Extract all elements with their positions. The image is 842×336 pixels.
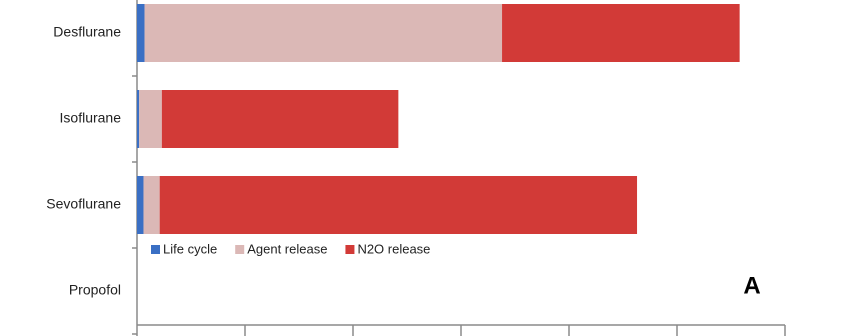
y-tick-label: Isoflurane [60,110,122,126]
y-tick-label: Desflurane [53,24,121,40]
bar-segment [502,4,740,62]
legend-label: N2O release [357,241,430,256]
legend-swatch [345,245,355,254]
y-tick-label: Propofol [69,282,121,298]
panel-label: A [743,272,760,299]
y-tick-label: Sevoflurane [46,196,121,212]
legend-label: Life cycle [163,241,217,256]
legend-swatch [151,245,160,254]
legend-swatch [235,245,245,254]
bar-segment [159,176,638,234]
bar-segment [143,176,160,234]
legend-label: Agent release [247,241,327,256]
bar-segment [144,4,503,62]
bar-segment [137,4,145,62]
bar-segment [161,90,399,148]
bar-segment [137,90,140,148]
bar-segment [137,176,144,234]
bar-segment [139,90,162,148]
